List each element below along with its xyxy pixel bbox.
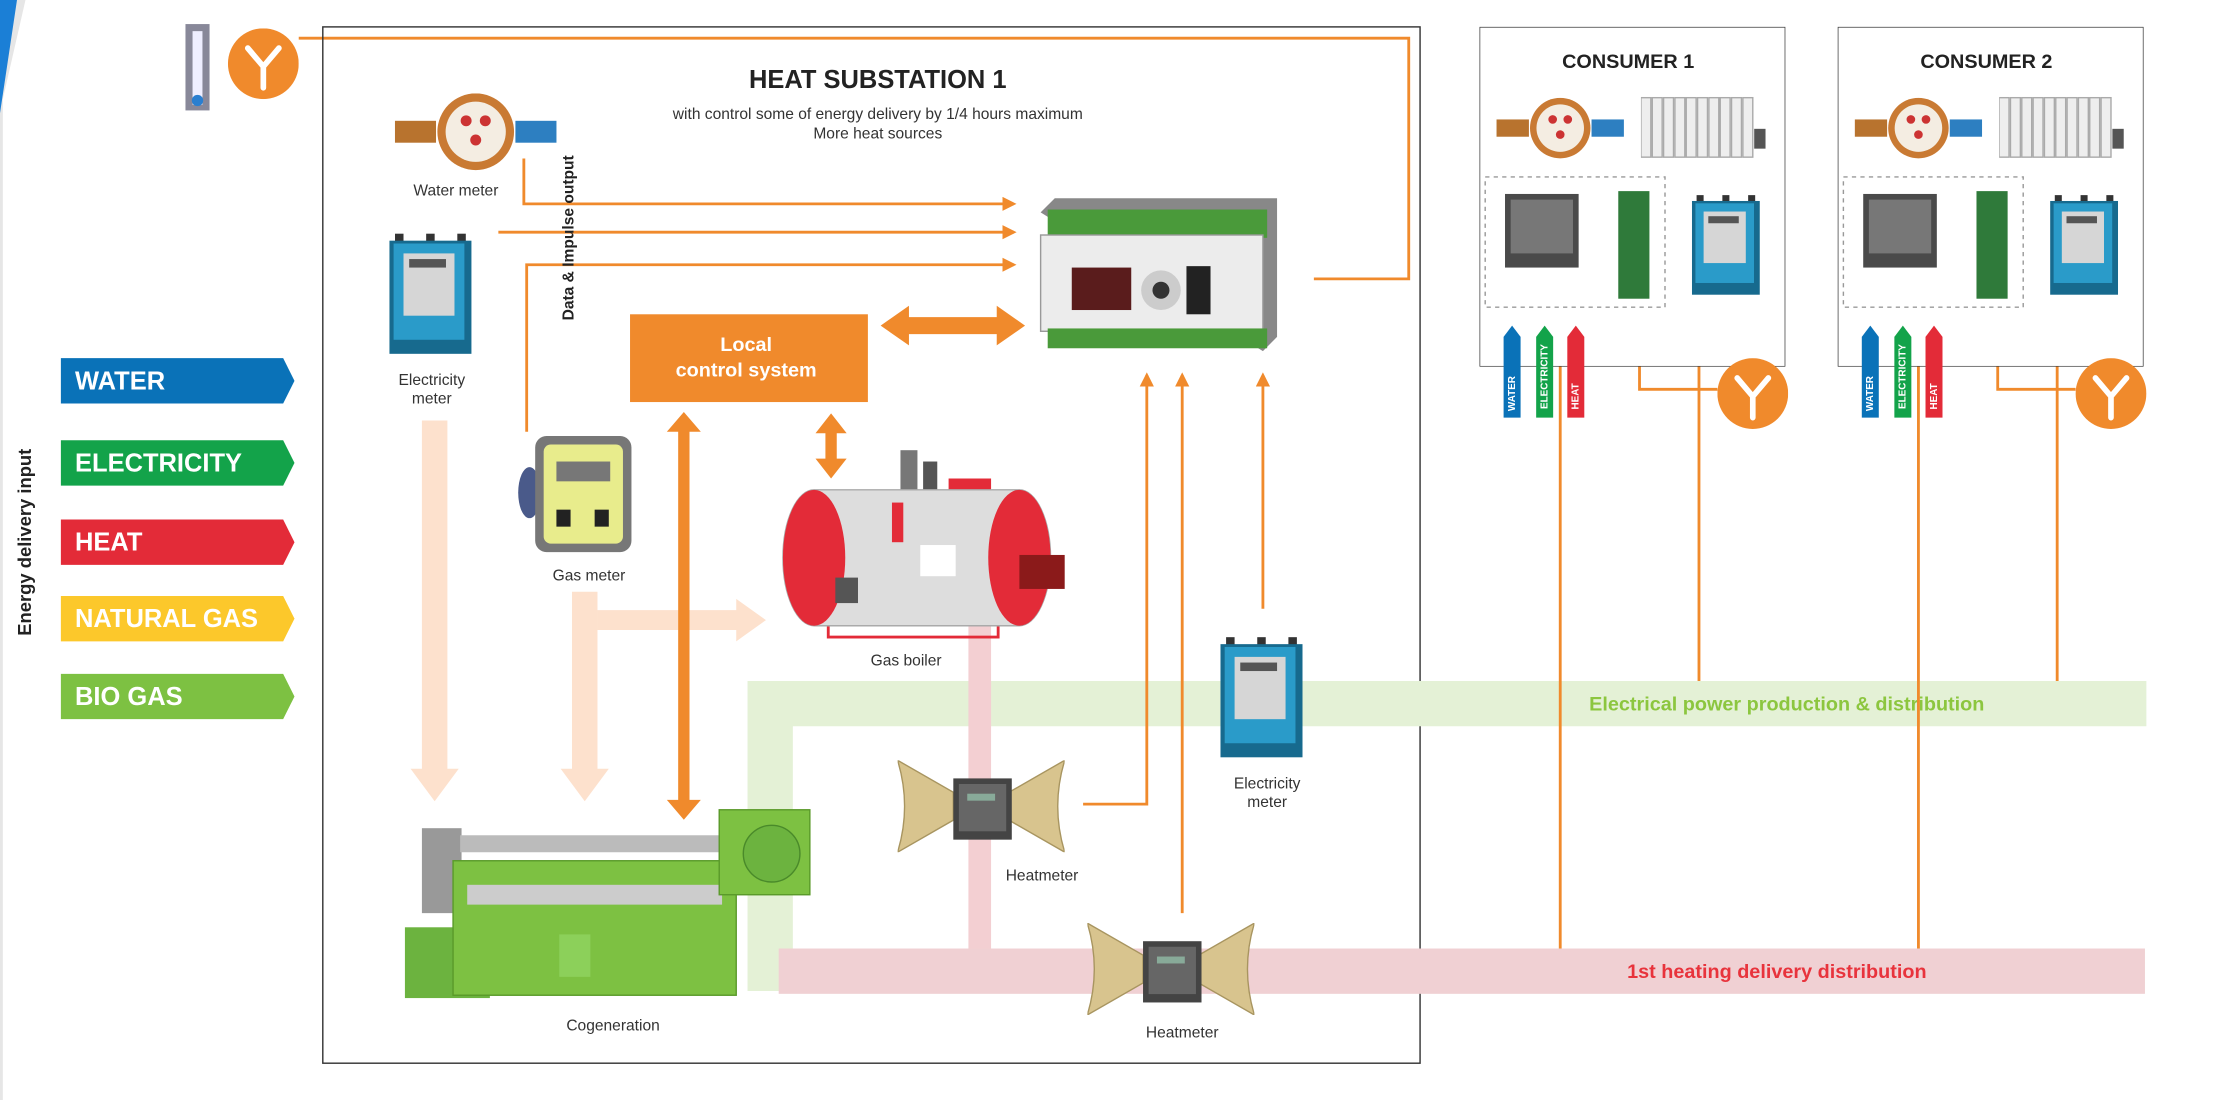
- controller-part: [1048, 210, 1267, 238]
- cogeneration-part: [467, 885, 722, 905]
- gas-boiler-part: [892, 503, 903, 543]
- thermometer-part: [192, 95, 203, 106]
- consumer-1-part: [1717, 358, 1788, 429]
- thermometer-part: [193, 31, 203, 105]
- heatmeter-label: Heatmeter: [1006, 868, 1079, 885]
- local-control-label-part: Local: [720, 334, 772, 356]
- legend-label: NATURAL GAS: [75, 605, 258, 633]
- substation-subtitle-part: More heat sources: [813, 126, 942, 143]
- page: Energy delivery input WATER ELECTRICITY …: [0, 0, 2220, 1100]
- controller-part: [1048, 328, 1267, 348]
- antenna: [228, 28, 299, 99]
- consumer-input: WATER: [1507, 376, 1518, 411]
- consumer-2-part: [2076, 358, 2147, 429]
- consumer-2-part: [1838, 27, 2144, 367]
- legend-label: BIO GAS: [75, 683, 183, 711]
- gas-boiler-part: [923, 462, 937, 493]
- substation-title: HEAT SUBSTATION 1: [749, 66, 1007, 94]
- consumer-input: ELECTRICITY: [1898, 344, 1909, 409]
- gas-meter: [518, 436, 631, 552]
- gas-boiler-part: [1019, 555, 1064, 589]
- gas-meter-part: [595, 510, 609, 527]
- substation-subtitle-part: with control some of energy delivery by …: [672, 106, 1083, 123]
- gas-meter-label: Gas meter: [553, 567, 626, 584]
- consumer-input: HEAT: [1929, 383, 1940, 409]
- local-control-label-part: control system: [676, 360, 817, 382]
- legend-title: Energy delivery input: [14, 449, 35, 636]
- consumer-title: CONSUMER 1: [1562, 51, 1694, 73]
- electricity-meter-label-part: meter: [412, 390, 452, 407]
- controller-part: [1072, 268, 1131, 310]
- cogeneration-part: [453, 861, 736, 995]
- diagram: Energy delivery input WATER ELECTRICITY …: [0, 0, 2220, 1100]
- consumer-1-part: [1480, 27, 1786, 367]
- consumer-input: WATER: [1865, 376, 1876, 411]
- gas-meter-part: [544, 445, 623, 544]
- consumer-input: ELECTRICITY: [1539, 344, 1550, 409]
- controller-part: [1186, 266, 1210, 314]
- consumer-input: HEAT: [1571, 383, 1582, 409]
- water-meter-label: Water meter: [413, 182, 498, 199]
- gas-meter-part: [556, 462, 610, 482]
- electricity-meter: [1220, 637, 1302, 757]
- controller-part: [1152, 282, 1169, 299]
- cogeneration-part: [559, 934, 590, 976]
- gas-boiler-part: [783, 490, 845, 626]
- legend-label: HEAT: [75, 529, 143, 557]
- electricity-meter-label-part: Electricity: [399, 372, 466, 389]
- consumer-title: CONSUMER 2: [1920, 51, 2052, 73]
- band-label: Electrical power production & distributi…: [1589, 694, 1984, 716]
- gas-meter-part: [556, 510, 570, 527]
- cogeneration-label: Cogeneration: [566, 1018, 659, 1035]
- heatmeter-label: Heatmeter: [1146, 1025, 1219, 1042]
- electricity-meter-label-part: Electricity: [1234, 776, 1301, 793]
- legend-label: ELECTRICITY: [75, 449, 242, 477]
- cogeneration-part: [460, 835, 729, 852]
- controller: [1041, 198, 1277, 351]
- heating-band-part: [779, 949, 2145, 994]
- thermometer: [185, 24, 209, 110]
- electricity-meter: [389, 234, 471, 354]
- local-control-system: [630, 314, 868, 402]
- data-output-label: Data & Impulse output: [560, 155, 577, 320]
- gas-boiler-label: Gas boiler: [871, 652, 942, 669]
- gas-boiler-part: [835, 578, 858, 603]
- cogeneration-part: [743, 825, 800, 882]
- gas-boiler-part: [920, 545, 955, 576]
- legend-label: WATER: [75, 367, 165, 395]
- band-label: 1st heating delivery distribution: [1627, 961, 1926, 983]
- gas-boiler-part: [900, 450, 917, 492]
- electricity-meter-label-part: meter: [1247, 794, 1287, 811]
